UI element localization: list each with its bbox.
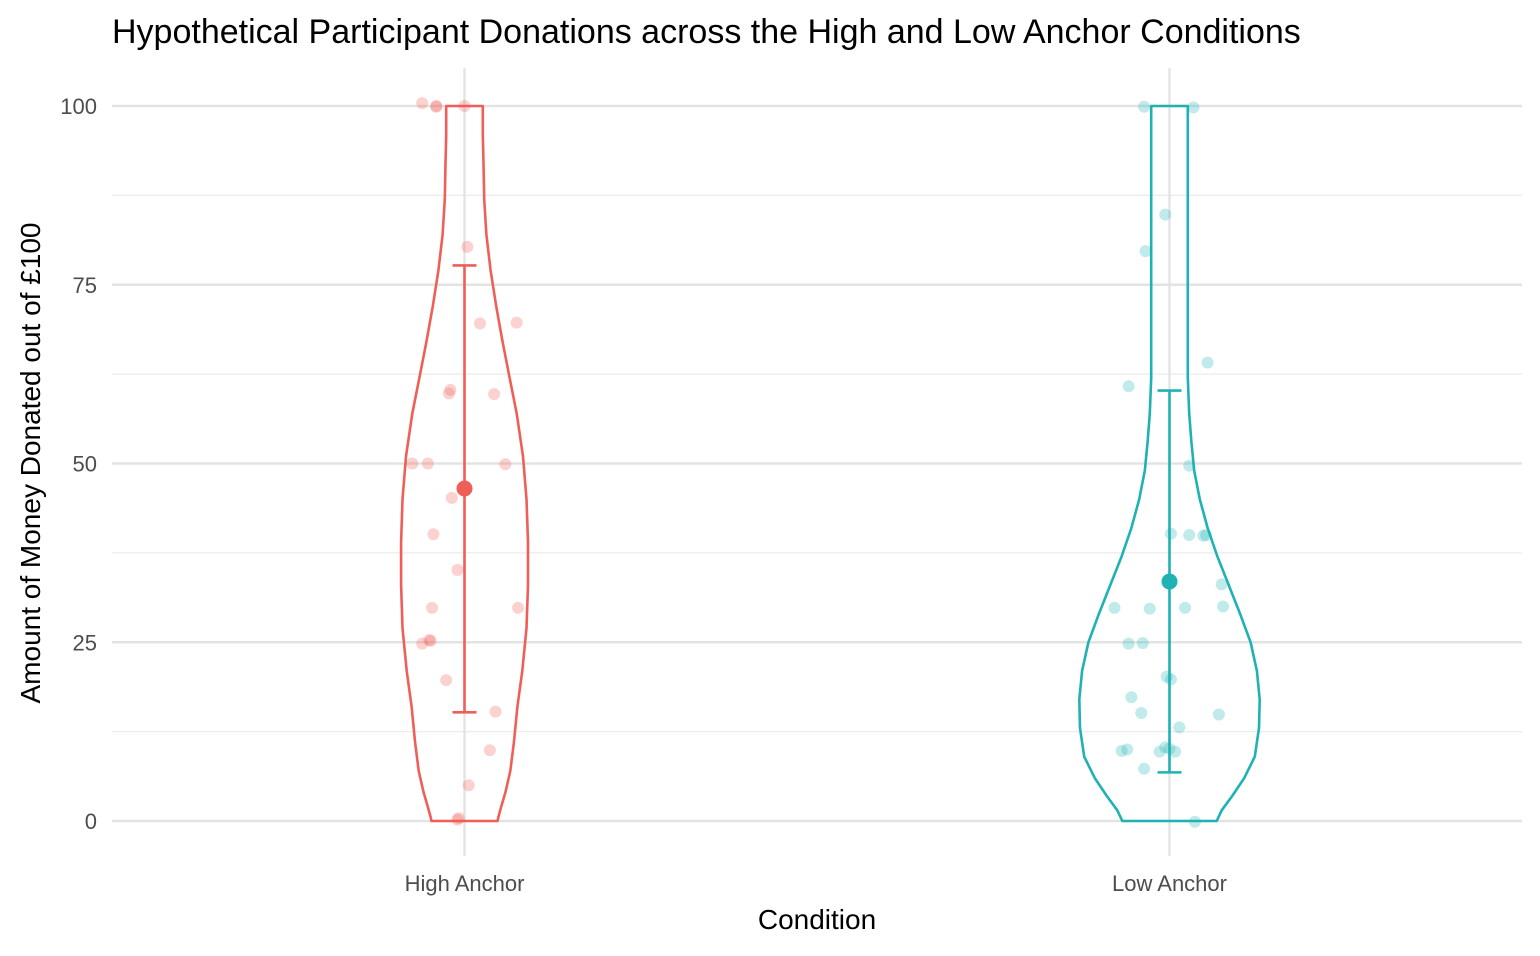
data-point <box>1139 245 1152 258</box>
data-point <box>458 100 471 112</box>
x-tick-label: High Anchor <box>405 871 525 896</box>
x-axis-title: Condition <box>758 904 876 935</box>
data-point <box>1201 356 1214 369</box>
data-point <box>1188 815 1201 828</box>
data-point <box>462 779 475 792</box>
data-point <box>426 601 439 614</box>
data-point <box>1164 527 1177 540</box>
x-tick-label: Low Anchor <box>1112 871 1227 896</box>
data-point <box>1108 601 1121 614</box>
data-point <box>1212 708 1225 721</box>
violin-high-anchor <box>399 104 530 823</box>
data-point <box>444 383 457 396</box>
data-point <box>416 637 429 650</box>
y-tick-label: 75 <box>73 273 97 298</box>
violins <box>399 104 1261 823</box>
data-point <box>1125 691 1138 704</box>
data-point <box>427 528 440 541</box>
data-point <box>1143 602 1156 615</box>
data-point <box>1217 600 1230 613</box>
data-point <box>488 388 501 401</box>
y-tick-label: 25 <box>73 630 97 655</box>
data-point <box>1135 707 1148 720</box>
data-point <box>1121 743 1134 756</box>
data-point <box>430 100 443 112</box>
data-point <box>424 634 437 647</box>
data-point <box>442 387 455 400</box>
data-point <box>430 100 443 113</box>
data-point <box>461 240 474 253</box>
data-point <box>1197 529 1210 542</box>
data-point <box>451 813 464 826</box>
data-point <box>445 491 458 504</box>
data-point <box>451 564 464 577</box>
data-point <box>489 705 502 718</box>
data-point <box>512 601 525 614</box>
data-point <box>1153 745 1166 758</box>
y-tick-label: 100 <box>60 94 97 119</box>
data-point <box>1179 601 1192 614</box>
data-point <box>1215 578 1228 591</box>
axes: 0 25 50 75 100 High Anchor Low Anchor <box>60 94 1227 896</box>
data-point <box>474 317 487 330</box>
data-point <box>1183 529 1196 541</box>
data-point <box>1138 100 1151 113</box>
chart-title: Hypothetical Participant Donations acros… <box>112 13 1301 51</box>
data-points <box>406 97 1230 828</box>
data-point <box>406 457 419 470</box>
data-point <box>1122 380 1135 393</box>
data-point <box>510 316 523 329</box>
data-point <box>1115 744 1128 757</box>
data-point <box>416 97 429 110</box>
violin-low-anchor <box>1078 104 1261 823</box>
data-point <box>452 812 465 825</box>
y-axis-title: Amount of Money Donated out of £100 <box>15 223 46 704</box>
data-point <box>1200 529 1213 541</box>
summary-stats <box>452 264 1182 774</box>
mean-point <box>1161 573 1178 590</box>
data-point <box>1164 673 1177 686</box>
data-point <box>423 634 436 647</box>
data-point <box>1159 208 1172 221</box>
data-point <box>440 674 453 687</box>
data-point <box>421 457 434 470</box>
data-point <box>1138 762 1151 775</box>
data-point <box>499 458 512 471</box>
data-point <box>1183 459 1196 472</box>
data-point <box>483 744 496 757</box>
mean-point <box>456 480 473 497</box>
data-point <box>1169 745 1182 758</box>
data-point <box>1136 636 1149 649</box>
y-tick-label: 0 <box>85 809 97 834</box>
data-point <box>1122 637 1135 650</box>
data-point <box>1187 101 1200 114</box>
data-point <box>1173 721 1186 734</box>
grid-lines <box>112 68 1522 856</box>
y-tick-label: 50 <box>73 452 97 477</box>
